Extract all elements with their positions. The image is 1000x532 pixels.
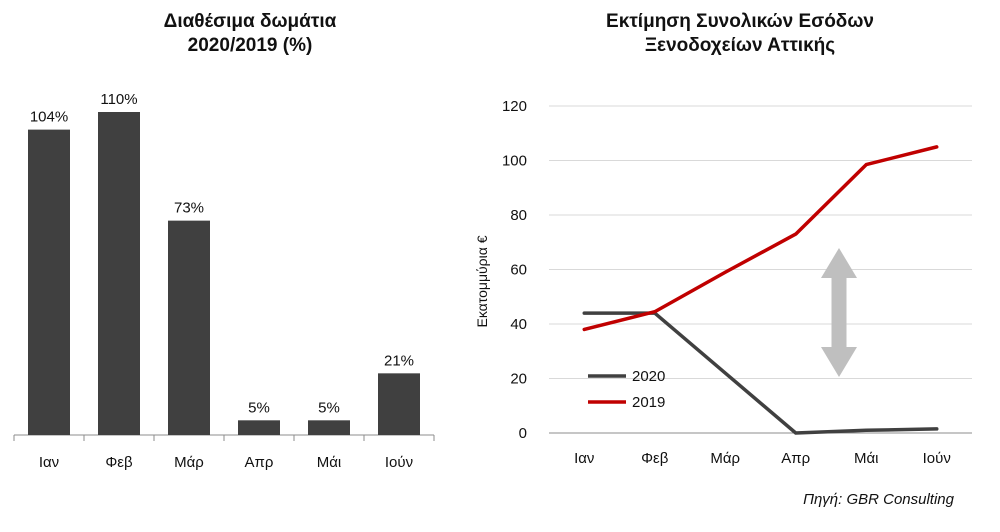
bar-value-label: 110%	[100, 91, 137, 108]
line-chart-title: Εκτίμηση Συνολικών Εσόδων Ξενοδοχείων Ατ…	[530, 10, 950, 58]
x-tick-label: Απρ	[781, 450, 810, 467]
bar-value-label: 5%	[318, 399, 340, 416]
bar-chart: 104% Ιαν 110% Φεβ 73% Μάρ 5% Απρ 5% Μάι 21% Ιούν	[13, 91, 435, 471]
legend-label: 2020	[632, 368, 665, 385]
x-tick-label: Μάι	[317, 454, 342, 471]
bar-value-label: 5%	[248, 399, 270, 416]
line-chart-title-line2: Ξενοδοχείων Αττικής	[644, 35, 836, 56]
line-chart-title-line1: Εκτίμηση Συνολικών Εσόδων	[606, 11, 874, 32]
bar-chart-title-line1: Διαθέσιμα δωμάτια	[163, 11, 337, 32]
x-tick-label: Ιούν	[923, 450, 951, 467]
y-tick-label: 20	[510, 371, 527, 388]
x-tick-label: Φεβ	[105, 454, 133, 471]
x-tick-label: Ιούν	[385, 454, 413, 471]
x-tick-label: Φεβ	[641, 450, 669, 467]
bar-value-label: 73%	[174, 200, 204, 217]
bar-chart-title-line2: 2020/2019 (%)	[187, 35, 313, 56]
bar	[238, 420, 280, 435]
bar-value-label: 104%	[30, 109, 68, 126]
x-tick-label: Ιαν	[574, 450, 594, 467]
x-tick-label: Ιαν	[39, 454, 59, 471]
bar	[28, 129, 70, 436]
line-chart: 0 20 40 60 80 100 120 Ιαν Φεβ Μάρ Απρ Μάι Ιούν Εκατομ…	[474, 98, 972, 467]
bar	[378, 373, 420, 435]
x-tick-label: Μάι	[854, 450, 879, 467]
source-note: Πηγή: GBR Consulting	[803, 491, 954, 508]
bar	[308, 420, 350, 435]
x-tick-label: Μάρ	[174, 454, 204, 471]
x-tick-label: Απρ	[245, 454, 274, 471]
y-tick-label: 80	[510, 207, 527, 224]
double-arrow-icon	[821, 248, 857, 377]
series-line-2019	[582, 145, 939, 332]
y-tick-label: 120	[502, 98, 527, 115]
y-tick-label: 0	[519, 425, 527, 442]
y-tick-label: 100	[502, 153, 527, 170]
bar-value-label: 21%	[384, 352, 414, 369]
bar	[98, 112, 140, 435]
legend-label: 2019	[632, 394, 665, 411]
bar-chart-title: Διαθέσιμα δωμάτια 2020/2019 (%)	[120, 10, 380, 58]
x-tick-label: Μάρ	[710, 450, 740, 467]
y-tick-label: 60	[510, 262, 527, 279]
y-axis-label: Εκατομμύρια €	[474, 235, 490, 327]
y-tick-label: 40	[510, 316, 527, 333]
bar	[168, 220, 210, 435]
